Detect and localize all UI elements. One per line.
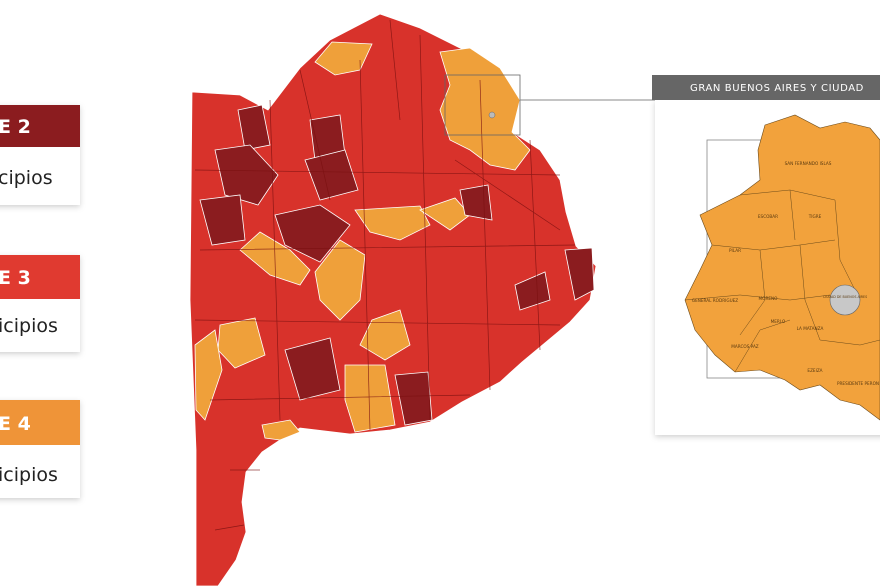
zone-phase4 — [194, 329, 223, 421]
zone-phase2 — [274, 204, 351, 263]
district-label: LA MATANZA — [797, 326, 824, 331]
district-label: TIGRE — [808, 214, 822, 219]
inset-header — [652, 75, 880, 100]
inset-frame — [444, 74, 521, 136]
legend-count: icipios — [0, 315, 58, 337]
zone-phase2 — [199, 194, 246, 246]
legend-label: E 4 — [0, 413, 31, 435]
district-lines — [194, 19, 576, 531]
zone-phase4 — [354, 205, 431, 241]
zone-phase4 — [439, 47, 531, 171]
card-header — [0, 255, 80, 299]
legend-card: E 3 icipios — [0, 255, 80, 352]
district-label: MARCOS PAZ — [731, 344, 759, 349]
zone-phase4 — [217, 317, 266, 369]
city-marker — [488, 111, 496, 119]
legend-card: E 4 icipios — [0, 400, 80, 498]
card-header — [0, 400, 80, 445]
inset-card: GRAN BUENOS AIRES Y CIUDAD SAN FERNANDO … — [652, 75, 880, 435]
gba-area — [684, 114, 880, 421]
legend-count: icipios — [0, 464, 58, 486]
district-label: PRESIDENTE PERON — [837, 381, 879, 386]
district-label: MORENO — [759, 296, 779, 301]
district-label: CIUDAD DE BUENOS AIRES — [823, 295, 867, 299]
zone-phase2 — [459, 184, 493, 221]
zone-phase2 — [304, 149, 359, 201]
gba-district-lines — [684, 189, 880, 373]
card-header — [0, 105, 80, 147]
zone-phase2 — [237, 104, 271, 151]
zone-phase2 — [214, 144, 279, 206]
legend-card: E 2 cipios — [0, 105, 80, 205]
district-label: SAN FERNANDO ISLAS — [785, 161, 832, 166]
zone-phase2 — [514, 271, 551, 311]
zone-phase4 — [314, 41, 373, 76]
district-label: EZEIZA — [807, 368, 822, 373]
inset-title: GRAN BUENOS AIRES Y CIUDAD — [690, 83, 864, 94]
district-label: PILAR — [729, 248, 741, 253]
legend-count: cipios — [0, 167, 53, 189]
district-label: MERLO — [771, 319, 786, 324]
province-map — [189, 13, 597, 586]
district-label: ESCOBAR — [758, 214, 778, 219]
zone-phase4 — [344, 364, 396, 433]
zone-phase2 — [284, 337, 341, 401]
city-area — [829, 284, 861, 316]
legend-label: E 2 — [0, 116, 31, 138]
district-label: GENERAL RODRIGUEZ — [692, 298, 738, 303]
zone-phase2 — [564, 247, 595, 301]
zone-phase2 — [394, 371, 433, 426]
zone-phase4 — [314, 239, 366, 321]
zone-phase4 — [261, 419, 301, 441]
legend-label: E 3 — [0, 267, 31, 289]
